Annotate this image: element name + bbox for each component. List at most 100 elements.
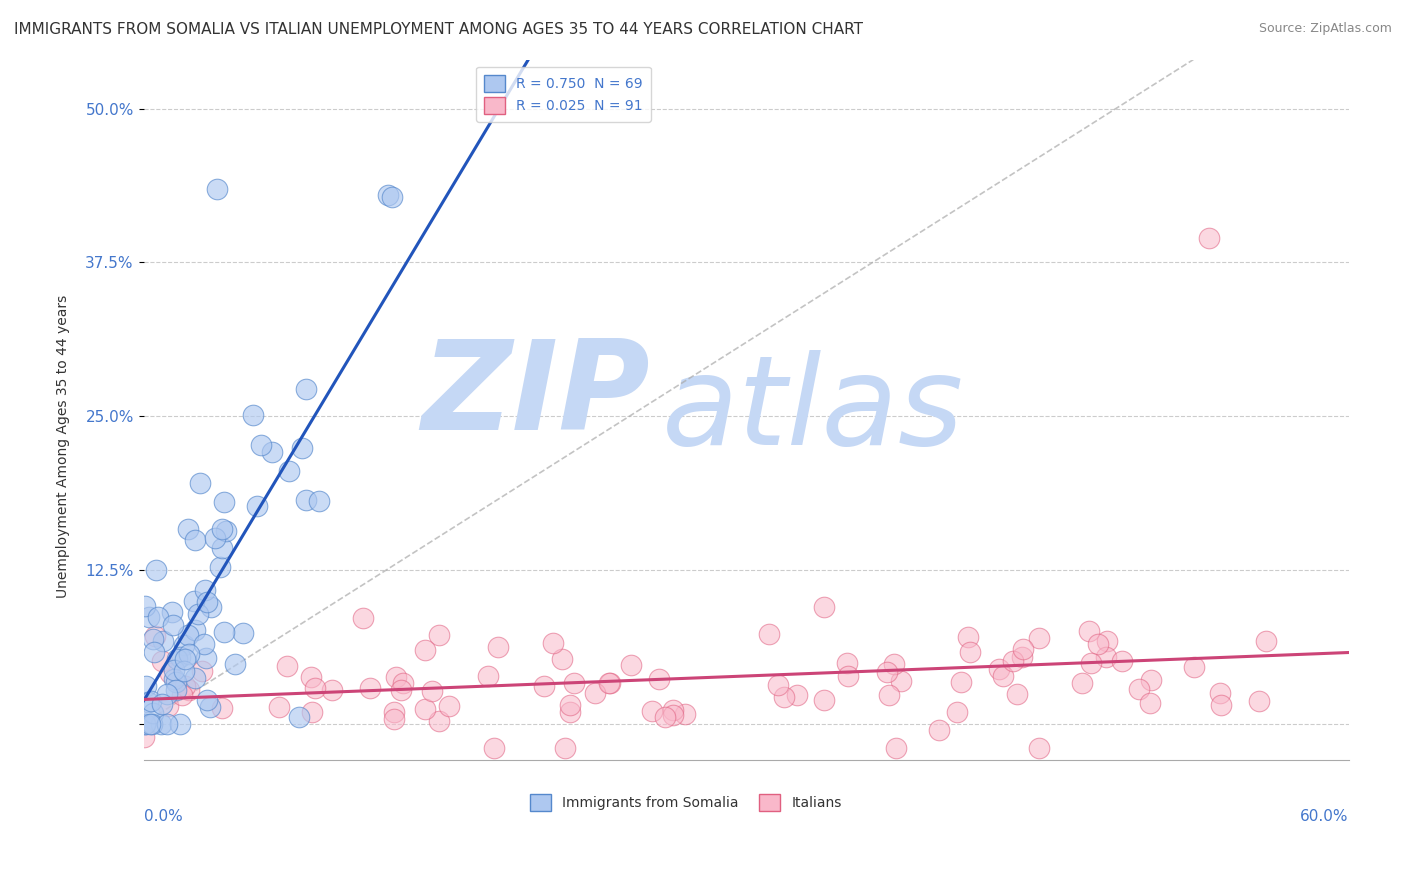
- Point: [288, 710, 311, 724]
- Point: [389, 683, 412, 698]
- Point: [174, 652, 197, 666]
- Point: [176, 521, 198, 535]
- Point: [156, 698, 179, 713]
- Point: [149, 716, 172, 731]
- Point: [138, 609, 160, 624]
- Point: [215, 524, 238, 539]
- Point: [991, 669, 1014, 683]
- Point: [145, 563, 167, 577]
- Point: [813, 599, 835, 614]
- Point: [1087, 637, 1109, 651]
- Point: [413, 702, 436, 716]
- Point: [141, 716, 163, 731]
- Point: [876, 665, 898, 679]
- Point: [246, 499, 269, 513]
- Point: [170, 689, 193, 703]
- Point: [420, 684, 443, 698]
- Text: 60.0%: 60.0%: [1301, 809, 1348, 824]
- Point: [191, 664, 214, 678]
- Point: [381, 190, 404, 204]
- Point: [352, 610, 374, 624]
- Point: [165, 675, 187, 690]
- Point: [598, 675, 620, 690]
- Point: [138, 695, 160, 709]
- Point: [150, 654, 173, 668]
- Point: [179, 683, 201, 698]
- Point: [212, 494, 235, 508]
- Point: [195, 595, 218, 609]
- Point: [150, 697, 173, 711]
- Point: [384, 670, 406, 684]
- Point: [242, 408, 264, 422]
- Point: [195, 693, 218, 707]
- Point: [211, 522, 233, 536]
- Point: [155, 716, 177, 731]
- Point: [392, 675, 415, 690]
- Point: [308, 493, 330, 508]
- Point: [173, 638, 195, 652]
- Point: [142, 706, 165, 720]
- Point: [159, 666, 181, 681]
- Point: [1211, 698, 1233, 712]
- Point: [184, 623, 207, 637]
- Point: [165, 683, 187, 698]
- Point: [533, 679, 555, 693]
- Point: [1139, 696, 1161, 710]
- Point: [139, 716, 162, 731]
- Point: [187, 607, 209, 622]
- Point: [946, 705, 969, 719]
- Point: [183, 594, 205, 608]
- Point: [1198, 231, 1220, 245]
- Point: [295, 382, 318, 396]
- Point: [928, 723, 950, 737]
- Point: [620, 657, 643, 672]
- Point: [883, 657, 905, 672]
- Point: [427, 714, 450, 728]
- Point: [773, 690, 796, 704]
- Point: [200, 599, 222, 614]
- Point: [184, 533, 207, 547]
- Point: [890, 673, 912, 688]
- Point: [169, 649, 191, 664]
- Point: [477, 669, 499, 683]
- Point: [1128, 682, 1150, 697]
- Point: [661, 703, 683, 717]
- Text: IMMIGRANTS FROM SOMALIA VS ITALIAN UNEMPLOYMENT AMONG AGES 35 TO 44 YEARS CORREL: IMMIGRANTS FROM SOMALIA VS ITALIAN UNEMP…: [14, 22, 863, 37]
- Point: [184, 671, 207, 685]
- Point: [950, 675, 973, 690]
- Point: [290, 441, 312, 455]
- Point: [359, 681, 381, 696]
- Point: [193, 637, 215, 651]
- Point: [211, 700, 233, 714]
- Point: [429, 628, 451, 642]
- Point: [486, 640, 509, 655]
- Point: [174, 679, 197, 693]
- Point: [554, 741, 576, 756]
- Point: [134, 716, 156, 731]
- Point: [1028, 741, 1050, 756]
- Point: [835, 656, 858, 670]
- Point: [152, 634, 174, 648]
- Point: [260, 444, 283, 458]
- Text: 0.0%: 0.0%: [143, 809, 183, 824]
- Point: [661, 708, 683, 723]
- Point: [194, 582, 217, 597]
- Point: [211, 541, 233, 555]
- Point: [173, 665, 195, 679]
- Point: [1182, 660, 1205, 674]
- Point: [162, 617, 184, 632]
- Point: [599, 675, 621, 690]
- Point: [1254, 633, 1277, 648]
- Point: [163, 663, 186, 677]
- Point: [294, 492, 316, 507]
- Point: [143, 629, 166, 643]
- Point: [1094, 650, 1116, 665]
- Point: [382, 705, 405, 719]
- Point: [1111, 654, 1133, 668]
- Point: [1005, 687, 1028, 701]
- Point: [439, 699, 461, 714]
- Point: [541, 636, 564, 650]
- Point: [160, 605, 183, 619]
- Point: [278, 465, 301, 479]
- Point: [886, 741, 908, 756]
